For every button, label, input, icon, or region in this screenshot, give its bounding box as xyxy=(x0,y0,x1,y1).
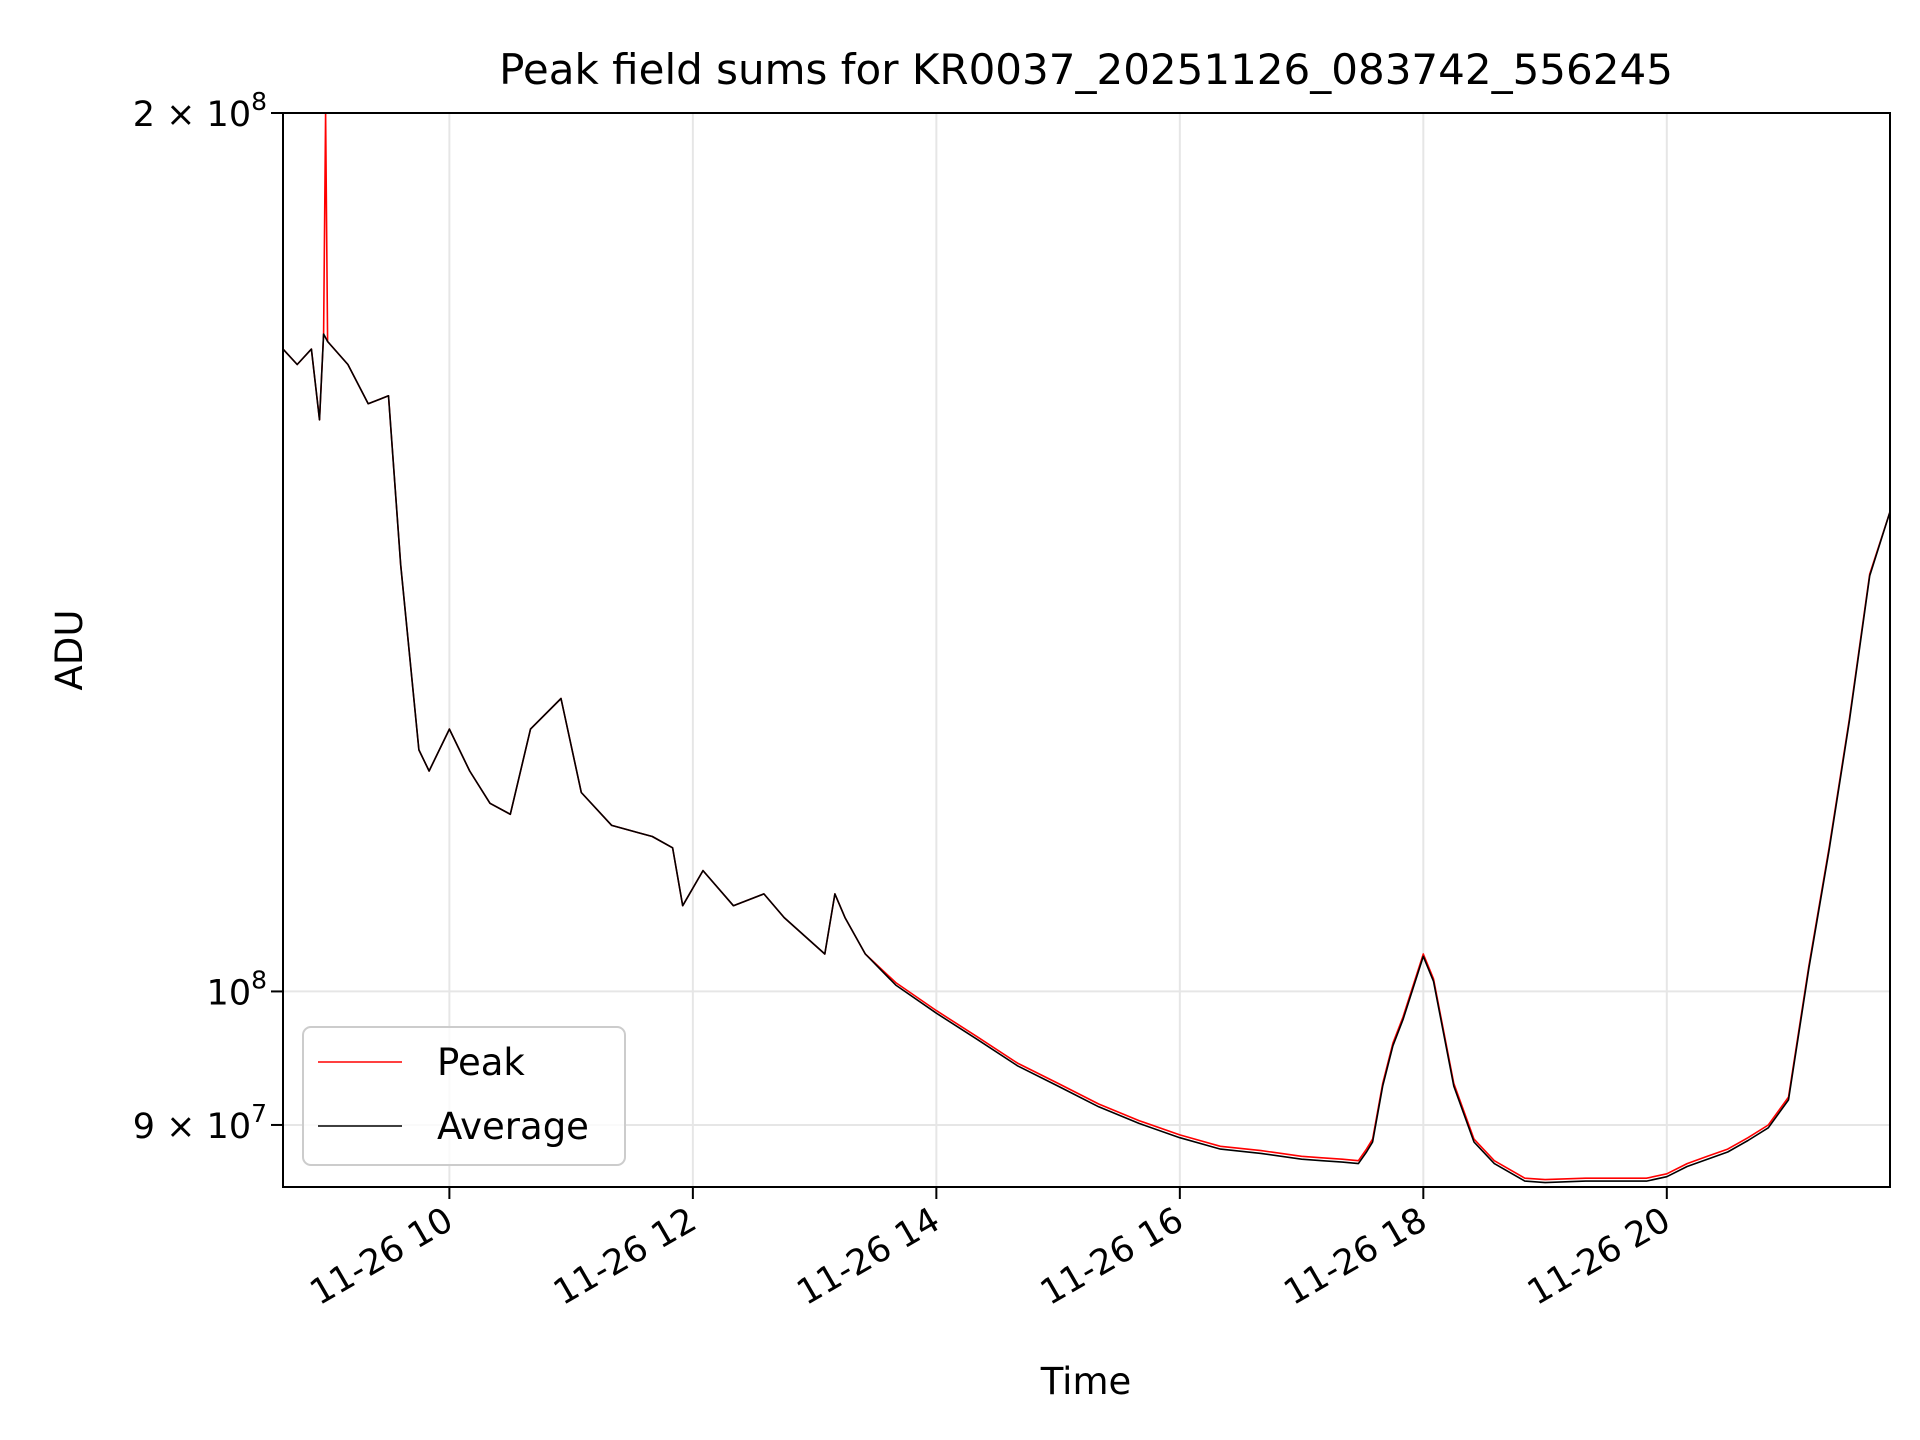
series-line-average xyxy=(282,333,1891,1184)
y-tick-label-base: 9 × 10 xyxy=(133,1107,251,1147)
legend: Peak Average xyxy=(302,1026,626,1166)
y-tick-label: 2 × 108 xyxy=(133,87,267,135)
y-tick-label-base: 2 × 10 xyxy=(133,95,251,135)
plot-frame xyxy=(282,112,1891,1188)
x-axis-label: Time xyxy=(1040,1360,1132,1403)
legend-label-average: Average xyxy=(437,1105,589,1148)
y-tick-label-base: 10 xyxy=(207,973,252,1013)
chart-title: Peak field sums for KR0037_20251126_0837… xyxy=(499,45,1673,94)
y-tick-label: 108 xyxy=(207,965,267,1013)
y-tick-label: 9 × 107 xyxy=(133,1099,267,1147)
y-tick-label-exponent: 7 xyxy=(251,1099,267,1128)
legend-label-peak: Peak xyxy=(437,1041,525,1084)
y-axis-label: ADU xyxy=(48,610,91,691)
y-tick-label-exponent: 8 xyxy=(251,965,267,994)
y-tick-label-exponent: 8 xyxy=(251,87,267,116)
plot-series xyxy=(282,112,1891,1184)
